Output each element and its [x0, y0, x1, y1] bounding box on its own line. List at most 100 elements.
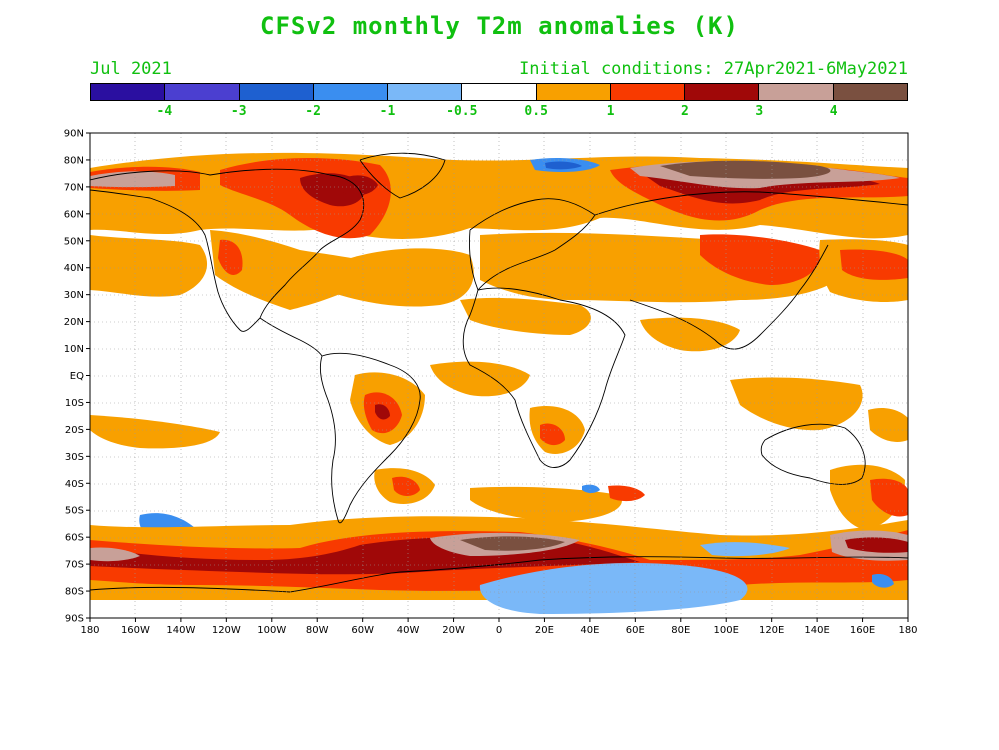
- anomaly-region-ross-darkred: [845, 537, 908, 553]
- coast-south-america: [319, 352, 421, 524]
- graticule: [90, 133, 908, 618]
- anomaly-region-sindian-blue: [582, 484, 600, 493]
- colorbar-label: 3: [755, 104, 764, 119]
- anomaly-region-siberia-brown: [660, 160, 831, 179]
- anomaly-region-nz-orange: [868, 407, 908, 442]
- lon-tick-label: 160E: [850, 625, 875, 636]
- lat-tick-label: 40N: [64, 263, 84, 274]
- colorbar-segment: [462, 84, 537, 100]
- forecast-month: Jul 2021: [90, 59, 172, 79]
- colorbar-label: 1: [606, 104, 615, 119]
- anomaly-region-natlantic-orange: [330, 248, 474, 307]
- lon-tick-label: 140E: [804, 625, 829, 636]
- anomaly-region-usa-red: [218, 239, 243, 275]
- colorbar-segment: [536, 84, 611, 100]
- lon-tick-label: 100W: [257, 625, 286, 636]
- anomaly-region-indian-orange: [640, 317, 740, 352]
- colorbar-segment: [239, 84, 314, 100]
- anomaly-region-bellingshausen-pink: [90, 547, 140, 562]
- lat-tick-label: 90S: [65, 614, 84, 625]
- lon-tick-label: 60W: [351, 625, 374, 636]
- longitude-axis: 180 160W 140W 120W 100W 80W 60W 40W 20W 0 20E 40E 60…: [80, 625, 917, 636]
- colorbar-label: 0.5: [524, 104, 548, 119]
- axis-ticks: [86, 132, 909, 622]
- anomaly-region-antarctica-east-blue: [700, 542, 790, 557]
- anomaly-region-weddell-brown: [460, 536, 565, 551]
- colorbar-segment: [91, 84, 166, 100]
- anomaly-region-antarctica-blue: [479, 562, 748, 614]
- anomaly-region-tasman-red: [870, 478, 908, 517]
- lat-tick-label: 90N: [64, 129, 84, 140]
- anomaly-region-africa-orange: [460, 297, 591, 335]
- lat-tick-label: 10S: [65, 398, 84, 409]
- lat-tick-label: 70S: [65, 560, 84, 571]
- map-title: CFSv2 monthly T2m anomalies (K): [260, 12, 739, 40]
- lon-tick-label: 160W: [121, 625, 150, 636]
- colorbar-segment: [313, 84, 389, 100]
- colorbar-label: 2: [680, 104, 689, 119]
- anomaly-region-sindian-orange: [470, 486, 622, 522]
- coast-australia: [760, 423, 866, 485]
- anomaly-region-maritime-orange: [730, 377, 863, 431]
- anomaly-region-npacific-orange: [90, 235, 208, 297]
- lon-tick-label: 180: [898, 625, 917, 636]
- lon-tick-label: 0: [496, 625, 502, 636]
- colorbar-label: -1: [379, 104, 396, 119]
- coast-africa: [462, 287, 626, 468]
- lat-tick-label: 40S: [65, 479, 84, 490]
- colorbar-segment: [759, 84, 834, 100]
- anomaly-region-tropical-atlantic-orange: [430, 361, 530, 397]
- lon-tick-label: 100E: [714, 625, 739, 636]
- lat-tick-label: 60S: [65, 533, 84, 544]
- lat-tick-label: 80N: [64, 155, 84, 166]
- lat-tick-label: 50N: [64, 236, 84, 247]
- latitude-axis: 90N 80N 70N 60N 50N 40N 30N 20N 10N EQ 10S 20S 30S 40…: [64, 129, 84, 625]
- lat-tick-label: 30S: [65, 452, 84, 463]
- lon-tick-label: 140W: [166, 625, 195, 636]
- colorbar-label: -0.5: [446, 104, 478, 119]
- lon-tick-label: 40W: [397, 625, 420, 636]
- colorbar-label: -2: [305, 104, 321, 119]
- colorbar-label: 4: [829, 104, 838, 119]
- anomaly-region-brazil-darkred: [375, 404, 390, 420]
- colorbar-label: -4: [156, 104, 173, 119]
- coast-greenland: [359, 152, 446, 199]
- lon-tick-label: 180: [80, 625, 99, 636]
- colorbar-label: -3: [230, 104, 247, 119]
- colorbar-segment: [685, 84, 760, 100]
- anomaly-region-ross-ice-blue: [872, 574, 894, 588]
- lat-tick-label: 70N: [64, 182, 84, 193]
- lat-tick-label: 10N: [64, 344, 84, 355]
- anomaly-region-barents-darkblue: [545, 161, 582, 170]
- lon-tick-label: 40E: [580, 625, 599, 636]
- lat-tick-label: 30N: [64, 290, 84, 301]
- lon-tick-label: 120W: [212, 625, 241, 636]
- coast-antarctica: [90, 556, 908, 593]
- lon-tick-label: 60E: [626, 625, 645, 636]
- lon-tick-label: 20E: [535, 625, 554, 636]
- coastlines: [90, 152, 908, 593]
- lon-tick-label: 20W: [442, 625, 465, 636]
- coast-asia: [594, 191, 908, 350]
- anomaly-region-sindian-red: [608, 485, 645, 502]
- colorbar-segment: [833, 84, 907, 100]
- coast-central-america: [259, 317, 323, 357]
- lat-tick-label: 50S: [65, 506, 84, 517]
- lon-tick-label: 120E: [759, 625, 784, 636]
- lon-tick-label: 80W: [306, 625, 329, 636]
- lat-tick-label: 20S: [65, 425, 84, 436]
- colorbar-segment: [165, 84, 240, 100]
- map-field: [90, 133, 908, 618]
- coast-north-america: [90, 168, 365, 332]
- lat-tick-label: 80S: [65, 587, 84, 598]
- lat-tick-label: EQ: [70, 371, 84, 382]
- lon-tick-label: 80E: [671, 625, 690, 636]
- initial-conditions: Initial conditions: 27Apr2021-6May2021: [519, 59, 908, 79]
- colorbar-segment: [610, 84, 686, 100]
- anomaly-region-wpacific-red: [840, 249, 908, 280]
- colorbar-segment: [388, 84, 463, 100]
- lat-tick-label: 20N: [64, 317, 84, 328]
- lat-tick-label: 60N: [64, 209, 84, 220]
- anomaly-region-sacific-orange: [90, 415, 220, 449]
